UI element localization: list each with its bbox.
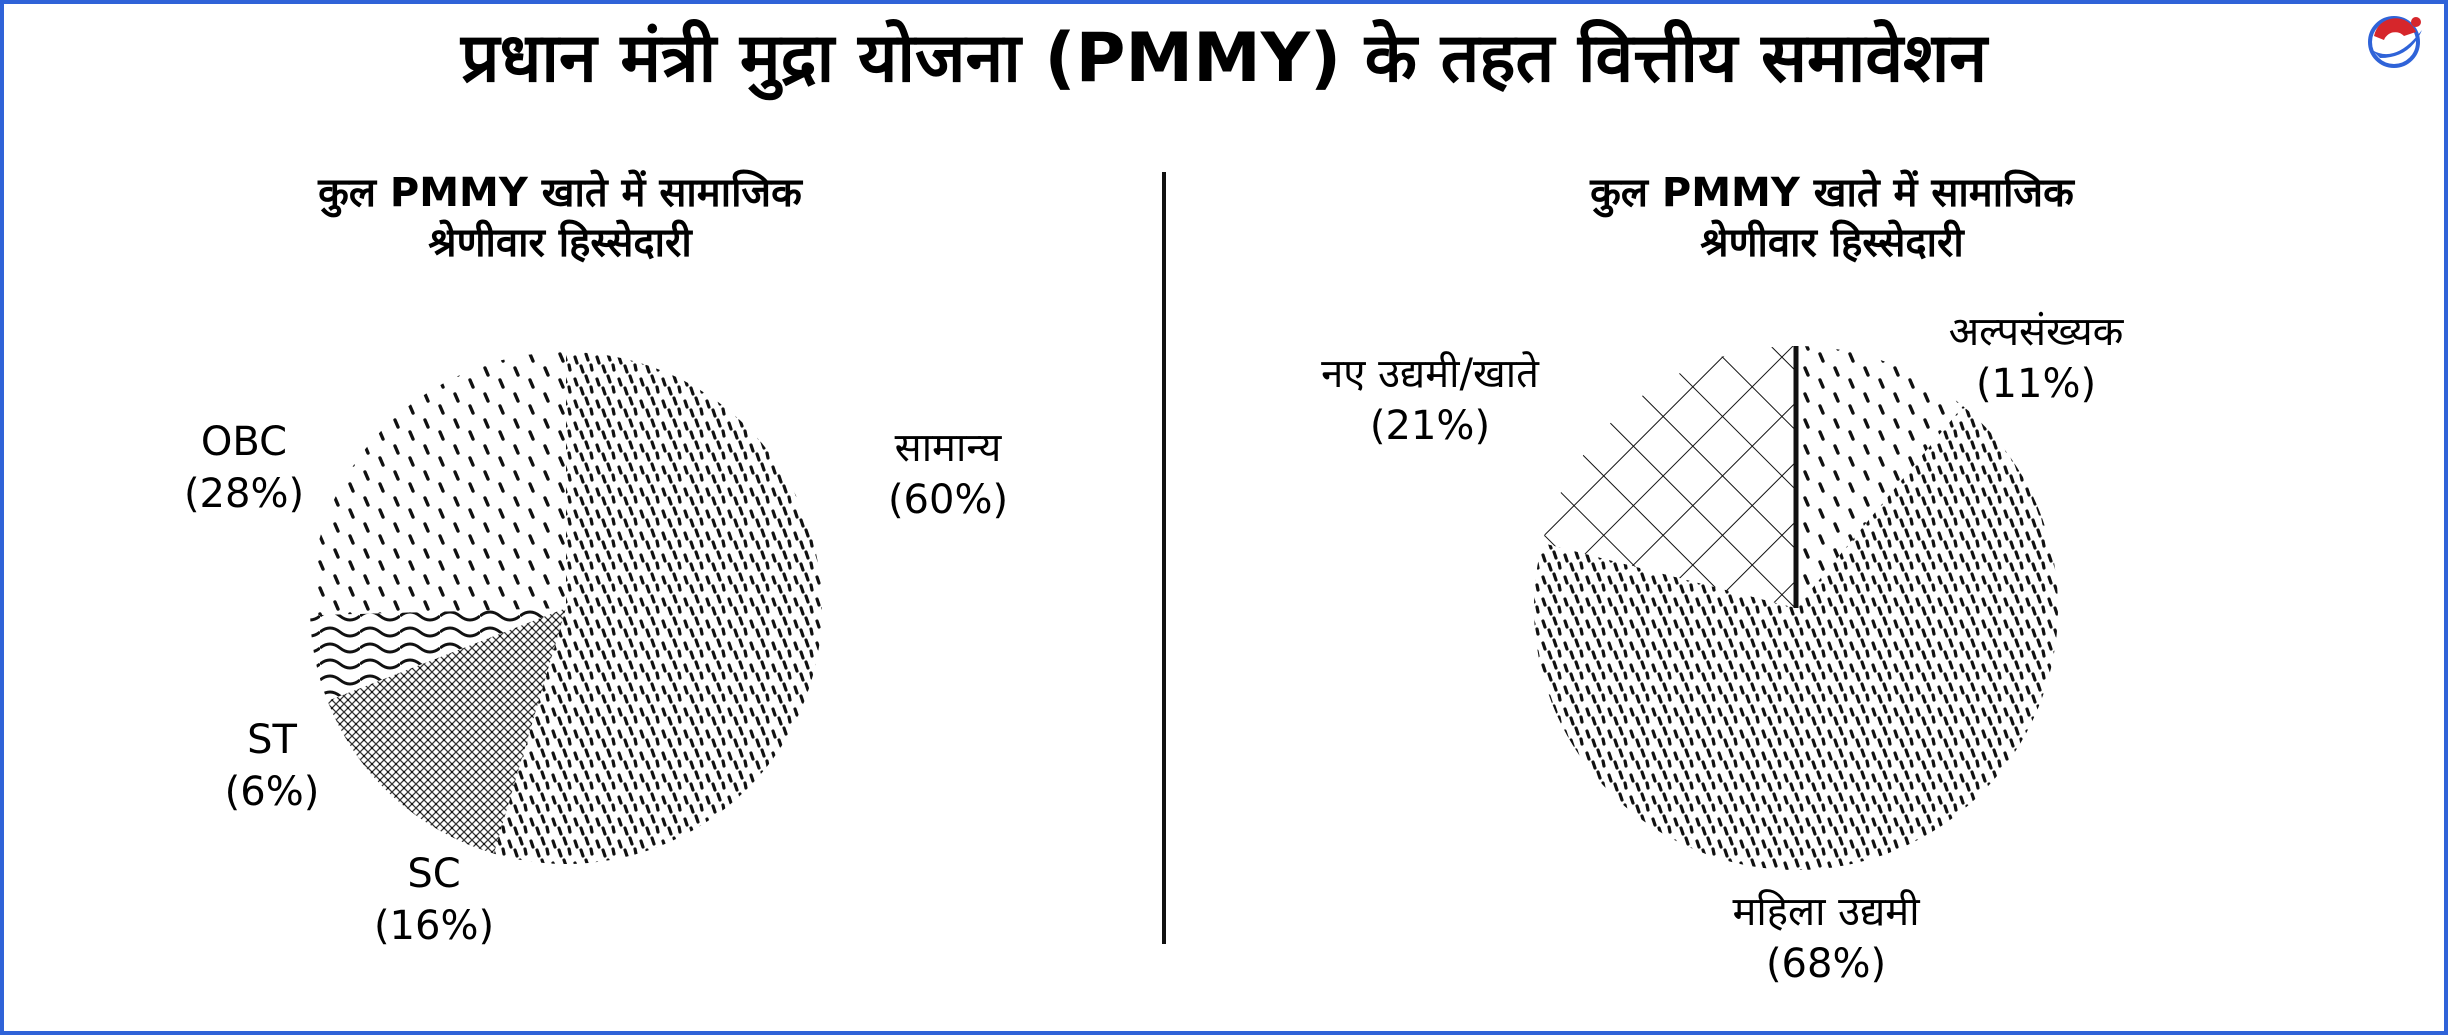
- pie-slice-3: [310, 352, 566, 616]
- slice-value: (21%): [1369, 403, 1491, 449]
- slice-name: OBC: [200, 419, 288, 465]
- slice-value: (16%): [373, 903, 495, 949]
- chart-divider: [1162, 172, 1166, 944]
- slice-label-obc: OBC (28%): [184, 416, 304, 520]
- pie-slice-2: [310, 608, 566, 701]
- slice-name: अल्पसंख्यक: [1948, 309, 2124, 355]
- pie-slice-2: [1542, 346, 1796, 608]
- pie-slice-0: [1796, 346, 1964, 608]
- pie-slice-1: [327, 608, 566, 854]
- chart-title-left-line1: कुल PMMY खाते में सामाजिक: [318, 170, 802, 216]
- slice-value: (60%): [887, 477, 1009, 523]
- slice-label-st: ST (6%): [225, 714, 320, 818]
- slice-name: SC: [407, 851, 461, 897]
- pie-right: [1534, 346, 2059, 870]
- slice-name: नए उद्यमी/खाते: [1321, 351, 1539, 397]
- slice-value: (11%): [1975, 361, 2097, 407]
- slice-label-alpsankhyak: अल्पसंख्यक (11%): [1949, 306, 2124, 410]
- slice-label-naye: नए उद्यमी/खाते (21%): [1321, 348, 1539, 452]
- chart-title-right-line2: श्रेणीवार हिस्सेदारी: [1700, 220, 1964, 266]
- slice-name: ST: [247, 717, 297, 763]
- chart-title-left-line2: श्रेणीवार हिस्सेदारी: [428, 220, 692, 266]
- pie-slice-0: [493, 351, 823, 865]
- slice-name: महिला उद्यमी: [1732, 889, 1920, 935]
- page-title: प्रधान मंत्री मुद्रा योजना (PMMY) के तहत…: [460, 19, 1988, 98]
- slice-label-sc: SC (16%): [374, 848, 494, 952]
- slice-label-mahila: महिला उद्यमी (68%): [1732, 886, 1919, 990]
- slice-label-samanya: सामान्य (60%): [888, 422, 1008, 526]
- slice-value: (6%): [224, 769, 320, 815]
- slice-value: (68%): [1765, 941, 1887, 987]
- slice-name: सामान्य: [894, 425, 1002, 471]
- chart-title-right-line1: कुल PMMY खाते में सामाजिक: [1590, 170, 2074, 216]
- chart-title-left: कुल PMMY खाते में सामाजिक श्रेणीवार हिस्…: [160, 168, 960, 268]
- slice-value: (28%): [183, 471, 305, 517]
- pie-left: [310, 351, 823, 865]
- logo-icon: [2368, 16, 2422, 68]
- chart-title-right: कुल PMMY खाते में सामाजिक श्रेणीवार हिस्…: [1432, 168, 2232, 268]
- pie-slice-1: [1534, 406, 2059, 870]
